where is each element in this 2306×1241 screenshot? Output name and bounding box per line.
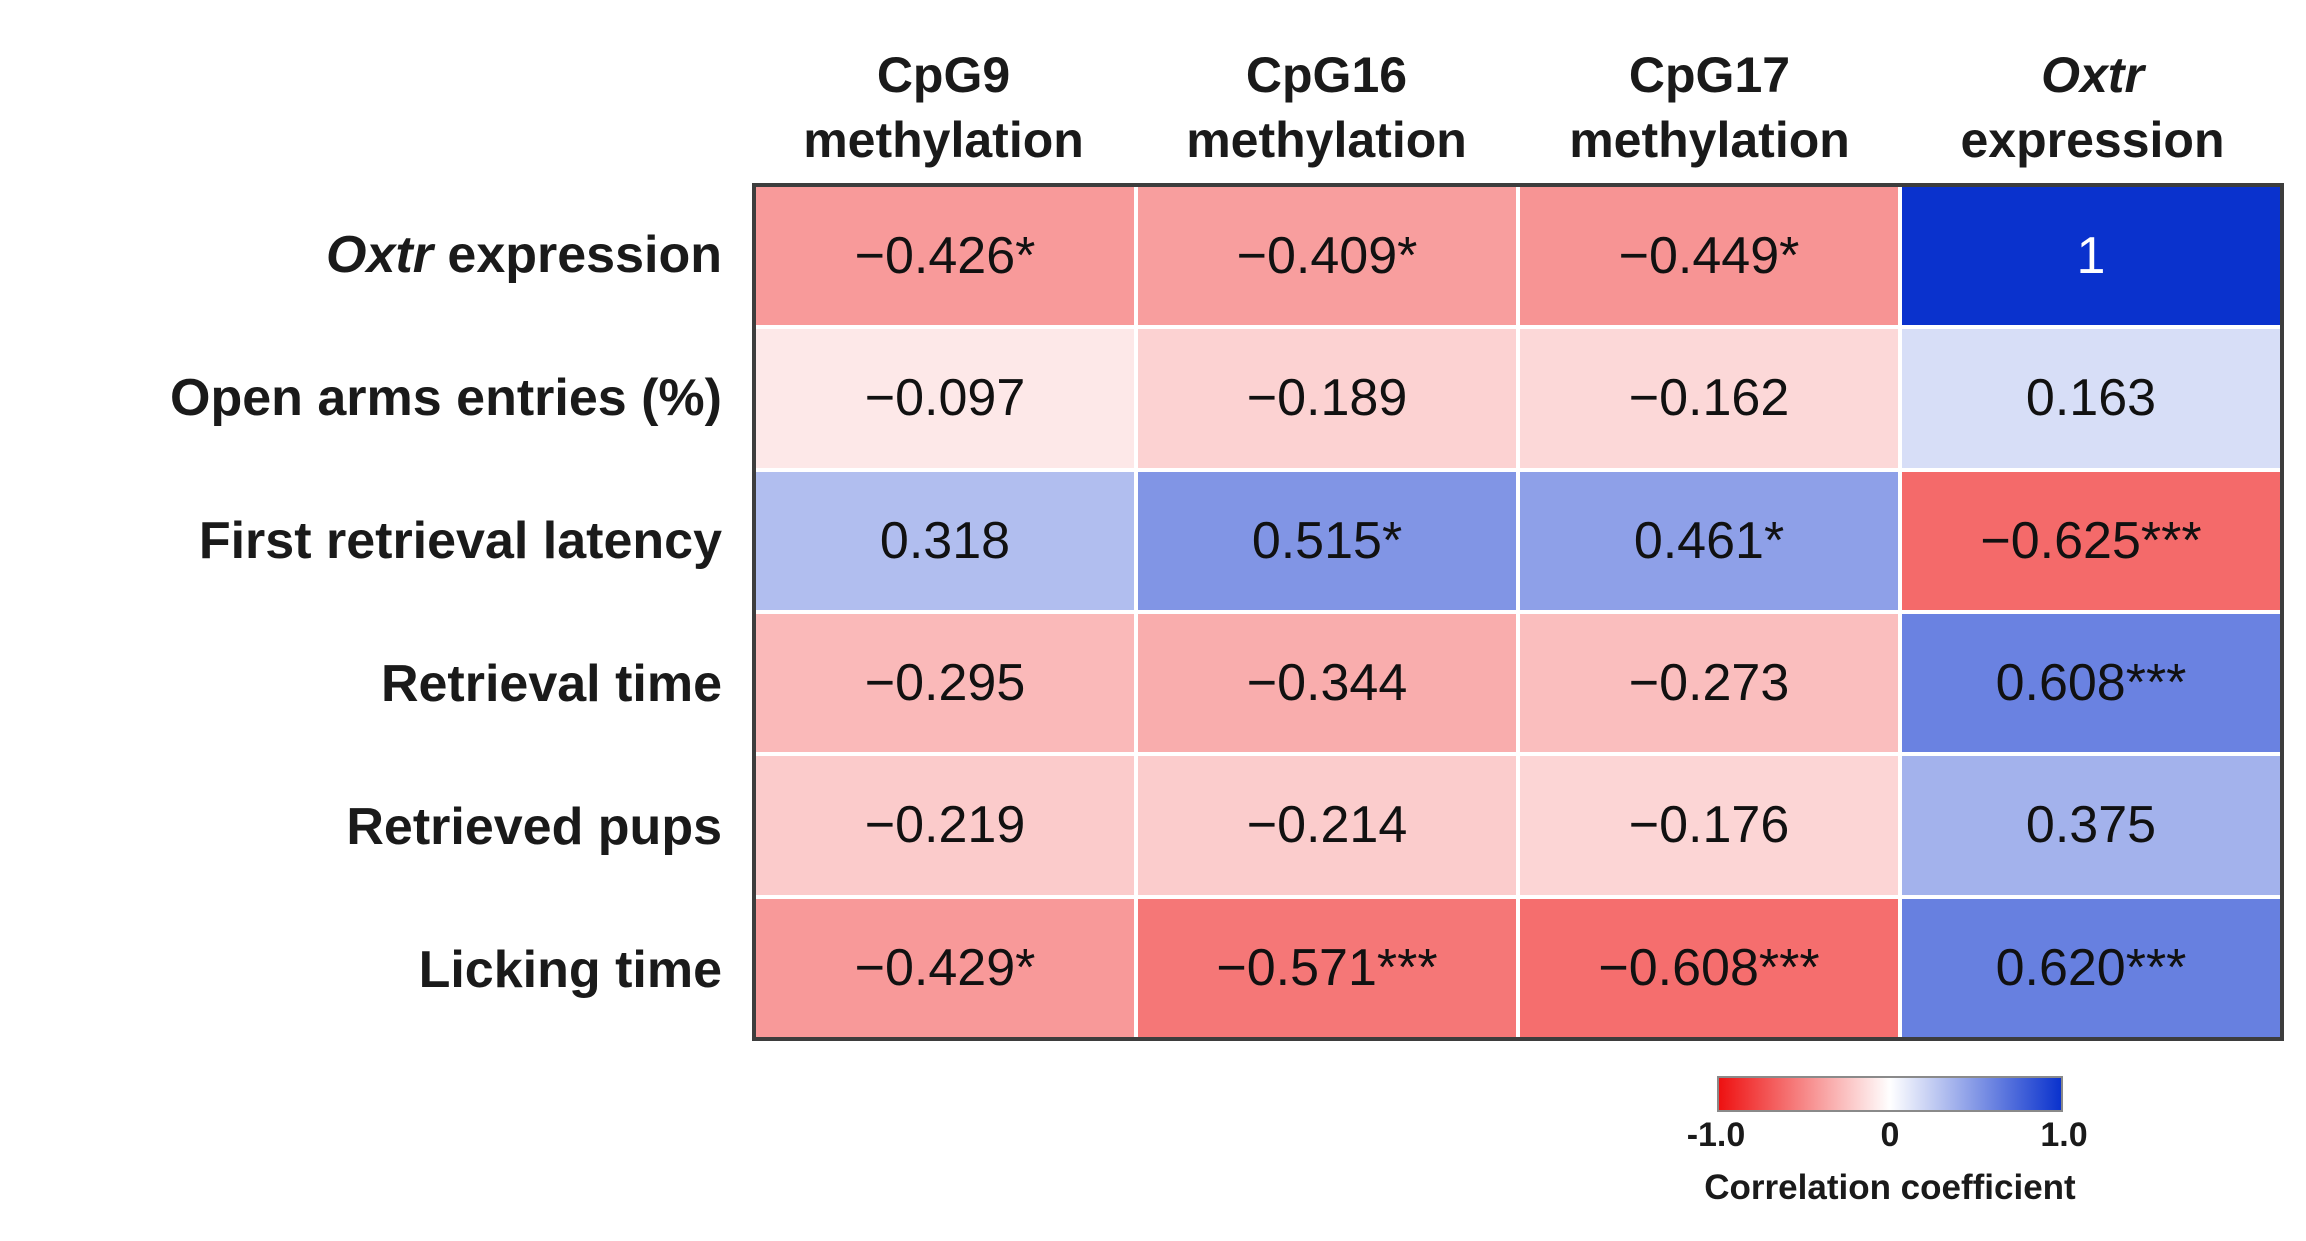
col-header-cpg17-methylation: CpG17 methylation: [1518, 6, 1901, 183]
heatmap-cell: 0.318: [756, 471, 1134, 610]
heatmap-cell: −0.214: [1138, 756, 1516, 895]
heatmap-cell: −0.176: [1520, 756, 1898, 895]
colorbar-tick-min: -1.0: [1686, 1116, 1746, 1154]
col-header-cpg9-methylation: CpG9 methylation: [752, 6, 1135, 183]
heatmap-cell: −0.625***: [1902, 471, 2280, 610]
heatmap-cell: −0.273: [1520, 613, 1898, 753]
row-label-oxtr-expression: Oxtr expression: [326, 225, 722, 284]
heatmap-cell: −0.344: [1138, 613, 1516, 753]
col-header-cpg16-methylation: CpG16 methylation: [1135, 6, 1518, 183]
colorbar-gradient: [1717, 1076, 2063, 1112]
col-header-line1: Oxtr: [2041, 47, 2144, 103]
row-labels: Oxtr expression Open arms entries (%) Fi…: [0, 183, 736, 1041]
heatmap-cell: −0.608***: [1520, 898, 1898, 1037]
heatmap-cell: −0.162: [1520, 329, 1898, 468]
colorbar-tick-mid: 0: [1880, 1116, 1900, 1154]
heatmap-cell: −0.429*: [756, 898, 1134, 1037]
colorbar-tick-max: 1.0: [2040, 1116, 2088, 1154]
col-header-line2: expression: [1960, 112, 2225, 168]
heatmap-grid: −0.426* −0.409* −0.449* 1 −0.097 −0.189 …: [752, 183, 2284, 1041]
heatmap-cell: 0.163: [1902, 329, 2280, 468]
heatmap-cell: 0.608***: [1902, 613, 2280, 753]
col-header-oxtr-expression: Oxtr expression: [1901, 6, 2284, 183]
heatmap-cell: −0.219: [756, 756, 1134, 895]
heatmap-cell: −0.189: [1138, 329, 1516, 468]
heatmap-cell: 0.620***: [1902, 898, 2280, 1037]
heatmap-cell: −0.097: [756, 329, 1134, 468]
heatmap-cell: −0.571***: [1138, 898, 1516, 1037]
row-label-first-retrieval-latency: First retrieval latency: [198, 511, 722, 570]
col-header-line1: CpG17: [1628, 47, 1791, 103]
heatmap-cell: −0.295: [756, 613, 1134, 753]
heatmap-cell: −0.426*: [756, 187, 1134, 326]
col-header-line1: CpG9: [876, 47, 1011, 103]
heatmap-cell: −0.409*: [1138, 187, 1516, 326]
row-label-retrieval-time: Retrieval time: [380, 654, 722, 713]
row-label-licking-time: Licking time: [418, 940, 722, 999]
colorbar-title: Correlation coefficient: [1704, 1168, 2076, 1207]
heatmap-cell: 0.515*: [1138, 471, 1516, 610]
heatmap-cell: 0.461*: [1520, 471, 1898, 610]
row-label-retrieved-pups: Retrieved pups: [346, 797, 722, 856]
column-headers: CpG9 methylation CpG16 methylation CpG17…: [752, 6, 2284, 183]
col-header-line1: CpG16: [1245, 47, 1408, 103]
col-header-line2: methylation: [803, 112, 1084, 168]
row-label-open-arms-entries: Open arms entries (%): [170, 368, 722, 427]
heatmap-cell: 0.375: [1902, 756, 2280, 895]
col-header-line2: methylation: [1186, 112, 1467, 168]
heatmap-cell: −0.449*: [1520, 187, 1898, 326]
heatmap-cell: 1: [1902, 187, 2280, 326]
colorbar-ticks: -1.0 0 1.0: [1660, 1116, 2120, 1158]
col-header-line2: methylation: [1569, 112, 1850, 168]
